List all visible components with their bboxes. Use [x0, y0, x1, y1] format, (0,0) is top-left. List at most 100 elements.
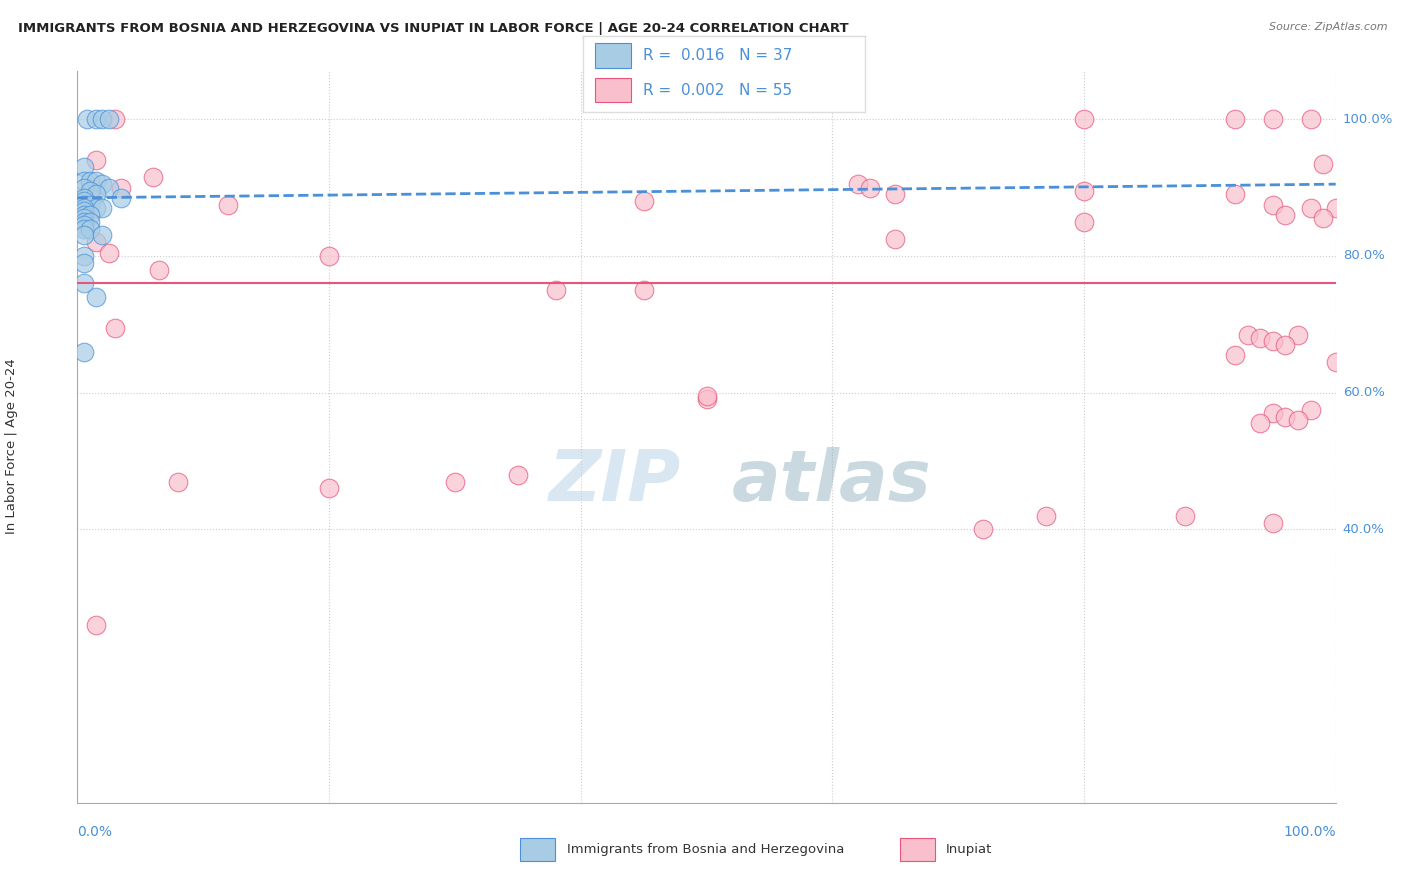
Point: [1261, 406, 1284, 420]
Text: 100.0%: 100.0%: [1284, 825, 1336, 839]
Point: [72, 256, 94, 270]
Point: [84, 187, 107, 202]
Point: [97, 245, 120, 260]
Point: [318, 481, 340, 495]
FancyBboxPatch shape: [595, 78, 631, 103]
Point: [72, 215, 94, 229]
FancyBboxPatch shape: [595, 44, 631, 68]
Point: [72, 160, 94, 174]
Point: [91, 112, 114, 127]
Text: atlas: atlas: [731, 447, 931, 516]
Point: [142, 170, 165, 185]
Point: [79, 221, 101, 235]
Point: [72, 249, 94, 263]
Point: [633, 283, 655, 297]
Text: R =  0.016   N = 37: R = 0.016 N = 37: [643, 48, 792, 63]
Point: [1274, 208, 1296, 222]
Point: [79, 174, 101, 188]
Text: Immigrants from Bosnia and Herzegovina: Immigrants from Bosnia and Herzegovina: [567, 843, 844, 855]
Point: [72, 208, 94, 222]
Text: IMMIGRANTS FROM BOSNIA AND HERZEGOVINA VS INUPIAT IN LABOR FORCE | AGE 20-24 COR: IMMIGRANTS FROM BOSNIA AND HERZEGOVINA V…: [18, 22, 849, 36]
Point: [1274, 338, 1296, 352]
Point: [72, 344, 94, 359]
Text: Source: ZipAtlas.com: Source: ZipAtlas.com: [1270, 22, 1388, 32]
Point: [84, 153, 107, 168]
Point: [1249, 331, 1271, 345]
Point: [84, 618, 107, 632]
Point: [444, 475, 467, 489]
Point: [1073, 112, 1095, 127]
Text: 60.0%: 60.0%: [1343, 386, 1385, 399]
Text: 100.0%: 100.0%: [1343, 112, 1393, 126]
Point: [72, 218, 94, 232]
Point: [217, 197, 239, 211]
Point: [84, 290, 107, 304]
Point: [318, 249, 340, 263]
Point: [1073, 215, 1095, 229]
Point: [972, 522, 994, 536]
Point: [79, 187, 101, 202]
Point: [1299, 402, 1322, 417]
Point: [1312, 211, 1334, 226]
Point: [884, 187, 907, 202]
Point: [1223, 348, 1246, 362]
Point: [84, 235, 107, 250]
Point: [1073, 184, 1095, 198]
Text: R =  0.002   N = 55: R = 0.002 N = 55: [643, 83, 792, 98]
Text: In Labor Force | Age 20-24: In Labor Force | Age 20-24: [4, 358, 18, 534]
Point: [1274, 409, 1296, 424]
Point: [91, 228, 114, 243]
Point: [1261, 197, 1284, 211]
Point: [104, 320, 127, 334]
Point: [846, 177, 869, 191]
Point: [1249, 417, 1271, 431]
Point: [1312, 156, 1334, 170]
Point: [696, 392, 718, 407]
Point: [104, 112, 127, 127]
Point: [91, 201, 114, 215]
Point: [97, 112, 120, 127]
Point: [91, 177, 114, 191]
Text: 0.0%: 0.0%: [77, 825, 112, 839]
Point: [76, 112, 98, 127]
Point: [1286, 327, 1309, 342]
Point: [859, 180, 882, 194]
Point: [72, 211, 94, 226]
Text: ZIP: ZIP: [550, 447, 682, 516]
Point: [1299, 201, 1322, 215]
Point: [72, 221, 94, 235]
Text: 40.0%: 40.0%: [1343, 523, 1385, 536]
Point: [72, 197, 94, 211]
Point: [1223, 112, 1246, 127]
Text: 80.0%: 80.0%: [1343, 250, 1385, 262]
Point: [72, 191, 94, 205]
Point: [1324, 355, 1347, 369]
Point: [97, 180, 120, 194]
Point: [110, 180, 132, 194]
Point: [1299, 112, 1322, 127]
Point: [79, 184, 101, 198]
Point: [1223, 187, 1246, 202]
Point: [884, 232, 907, 246]
Point: [79, 197, 101, 211]
Point: [1324, 201, 1347, 215]
Point: [110, 191, 132, 205]
Point: [1261, 516, 1284, 530]
Point: [1261, 334, 1284, 349]
Point: [1286, 413, 1309, 427]
Point: [72, 194, 94, 209]
Point: [148, 262, 170, 277]
Point: [167, 475, 190, 489]
Point: [1261, 112, 1284, 127]
Point: [72, 201, 94, 215]
Point: [72, 277, 94, 291]
Point: [72, 228, 94, 243]
Point: [544, 283, 567, 297]
Text: Inupiat: Inupiat: [946, 843, 993, 855]
Point: [84, 112, 107, 127]
Point: [1174, 508, 1197, 523]
Point: [633, 194, 655, 209]
Point: [696, 389, 718, 403]
Point: [84, 201, 107, 215]
Point: [84, 174, 107, 188]
